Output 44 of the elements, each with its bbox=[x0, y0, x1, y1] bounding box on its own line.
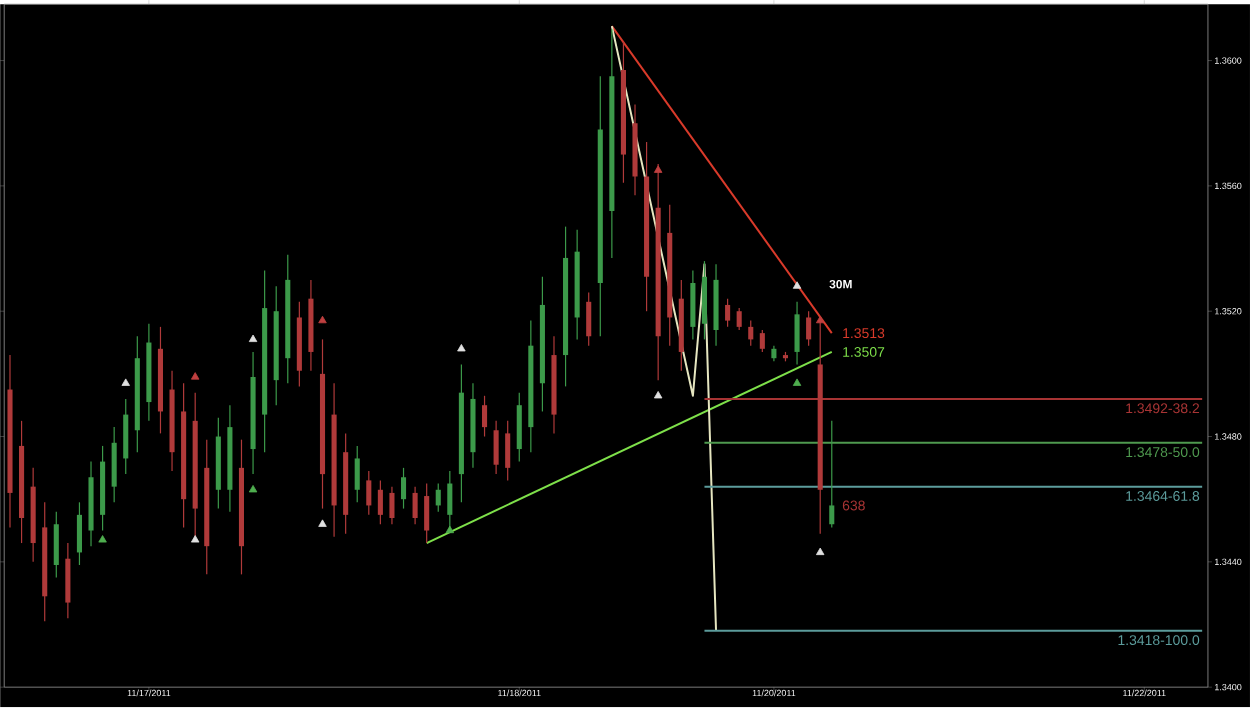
point bbox=[190, 535, 200, 543]
candlestick bbox=[76, 502, 82, 566]
candlestick bbox=[725, 298, 731, 328]
point bbox=[792, 281, 802, 290]
line-series bbox=[610, 25, 718, 633]
candlestick bbox=[748, 320, 754, 347]
candlestick bbox=[759, 329, 765, 353]
candlestick bbox=[111, 426, 117, 504]
candlestick bbox=[354, 445, 360, 504]
point bbox=[248, 335, 258, 343]
point bbox=[816, 548, 825, 556]
candlestick bbox=[690, 270, 696, 341]
candlestick bbox=[736, 307, 742, 332]
candlestick bbox=[377, 480, 383, 526]
point bbox=[792, 378, 802, 387]
point bbox=[653, 165, 663, 174]
candlestick bbox=[65, 542, 71, 620]
point bbox=[816, 316, 825, 324]
candlestick bbox=[806, 311, 812, 347]
candlestick bbox=[516, 392, 522, 463]
candlestick bbox=[366, 470, 372, 516]
candlestick bbox=[400, 467, 407, 510]
point bbox=[445, 526, 455, 534]
candlestick bbox=[424, 483, 430, 545]
point bbox=[121, 378, 130, 387]
point bbox=[248, 485, 258, 493]
candlestick bbox=[493, 420, 499, 476]
point bbox=[457, 344, 466, 352]
candlestick bbox=[123, 398, 129, 476]
point bbox=[318, 519, 327, 528]
point bbox=[653, 391, 663, 399]
candlestick bbox=[829, 420, 835, 529]
candlestick bbox=[701, 260, 707, 341]
candlestick bbox=[389, 486, 395, 526]
point bbox=[98, 535, 107, 543]
candlestick bbox=[794, 301, 800, 366]
candlestick bbox=[53, 511, 59, 579]
candlestick bbox=[435, 483, 441, 513]
candlestick bbox=[505, 420, 511, 482]
candlestick bbox=[586, 292, 592, 347]
candlestick bbox=[482, 395, 488, 438]
candlestick bbox=[412, 486, 418, 526]
point bbox=[190, 372, 200, 380]
point bbox=[318, 316, 327, 324]
